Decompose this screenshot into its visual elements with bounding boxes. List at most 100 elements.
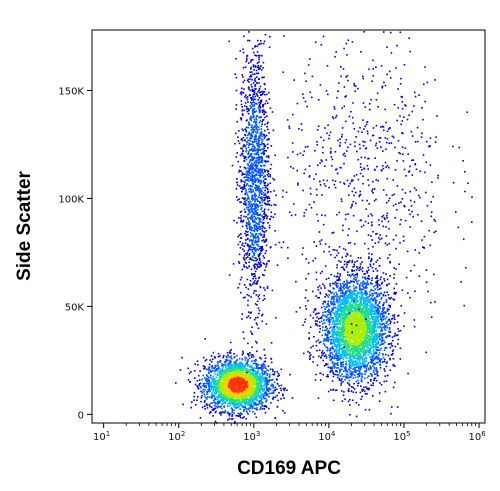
event-dot: [375, 369, 377, 371]
event-dot: [355, 321, 357, 323]
event-dot: [342, 266, 344, 268]
event-dot: [256, 365, 258, 367]
event-dot: [246, 391, 248, 394]
event-dot: [363, 351, 365, 353]
event-dot: [371, 334, 374, 336]
event-dot: [324, 301, 327, 304]
event-dot: [394, 345, 397, 348]
event-dot: [351, 292, 353, 295]
event-dot: [254, 360, 257, 362]
event-dot: [373, 366, 376, 369]
event-dot: [228, 402, 231, 404]
event-dot: [272, 370, 274, 372]
event-dot: [389, 306, 391, 308]
event-dot: [207, 396, 209, 398]
event-dot: [425, 351, 427, 354]
event-dot: [343, 284, 345, 286]
event-dot: [256, 363, 258, 366]
event-dot: [268, 389, 270, 391]
event-dot: [347, 322, 349, 325]
event-dot: [209, 412, 211, 414]
event-dot: [324, 364, 327, 366]
event-dot: [361, 323, 363, 325]
event-dot: [223, 398, 225, 401]
event-dot: [370, 315, 373, 318]
event-dot: [336, 275, 339, 278]
event-dot: [374, 373, 376, 375]
event-dot: [251, 385, 253, 387]
event-dot: [208, 380, 210, 383]
event-dot: [375, 307, 377, 310]
event-dot: [364, 356, 367, 359]
event-dot: [324, 344, 326, 347]
event-dot: [338, 304, 340, 307]
event-dot: [331, 370, 334, 372]
event-dot: [372, 382, 374, 384]
event-dot: [370, 283, 372, 285]
event-dot: [251, 365, 253, 367]
event-dot: [256, 388, 259, 390]
event-dot: [340, 312, 343, 314]
event-dot: [218, 393, 221, 396]
event-dot: [272, 385, 274, 387]
event-dot: [257, 394, 259, 397]
event-dot: [249, 375, 252, 378]
event-dot: [202, 388, 205, 391]
event-dot: [263, 370, 266, 373]
event-dot: [339, 334, 341, 337]
event-dot: [367, 388, 370, 391]
event-dot: [380, 326, 382, 329]
event-dot: [348, 366, 351, 368]
event-dot: [231, 410, 234, 413]
event-dot: [353, 296, 356, 299]
event-dot: [353, 388, 356, 390]
event-dot: [214, 382, 217, 384]
event-dot: [355, 269, 358, 271]
event-dot: [238, 376, 240, 379]
event-dot: [360, 282, 362, 284]
event-dot: [343, 341, 346, 343]
event-dot: [234, 371, 237, 373]
event-dot: [382, 356, 385, 359]
event-dot: [282, 393, 284, 396]
event-dot: [227, 412, 230, 414]
event-dot: [224, 377, 227, 379]
event-dot: [381, 296, 383, 299]
event-dot: [334, 295, 337, 297]
event-dot: [249, 374, 252, 376]
event-dot: [246, 389, 248, 392]
event-dot: [356, 276, 358, 279]
event-dot: [239, 394, 242, 397]
event-dot: [246, 403, 249, 406]
event-dot: [342, 365, 344, 368]
event-dot: [413, 319, 416, 321]
event-dot: [388, 297, 390, 299]
event-dot: [261, 367, 264, 370]
event-dot: [265, 380, 267, 383]
event-dot: [383, 302, 385, 304]
event-dot: [335, 282, 338, 285]
event-dot: [382, 339, 384, 342]
event-dot: [364, 278, 367, 280]
event-dot: [346, 375, 348, 378]
event-dot: [207, 367, 210, 369]
event-dot: [338, 313, 341, 315]
event-dot: [253, 359, 255, 362]
event-dot: [356, 340, 359, 343]
event-dot: [245, 374, 247, 377]
event-dot: [329, 347, 332, 350]
event-dot: [333, 333, 335, 335]
event-dot: [208, 382, 210, 385]
event-dot: [341, 324, 343, 326]
event-dot: [212, 380, 214, 382]
event-dot: [399, 347, 402, 350]
event-dot: [341, 378, 343, 380]
event-dot: [369, 302, 371, 304]
event-dot: [348, 320, 350, 322]
event-dot: [394, 318, 396, 320]
event-dot: [351, 327, 353, 330]
event-dot: [317, 324, 319, 327]
event-dot: [242, 352, 244, 354]
event-dot: [207, 390, 210, 393]
event-dot: [246, 382, 248, 384]
